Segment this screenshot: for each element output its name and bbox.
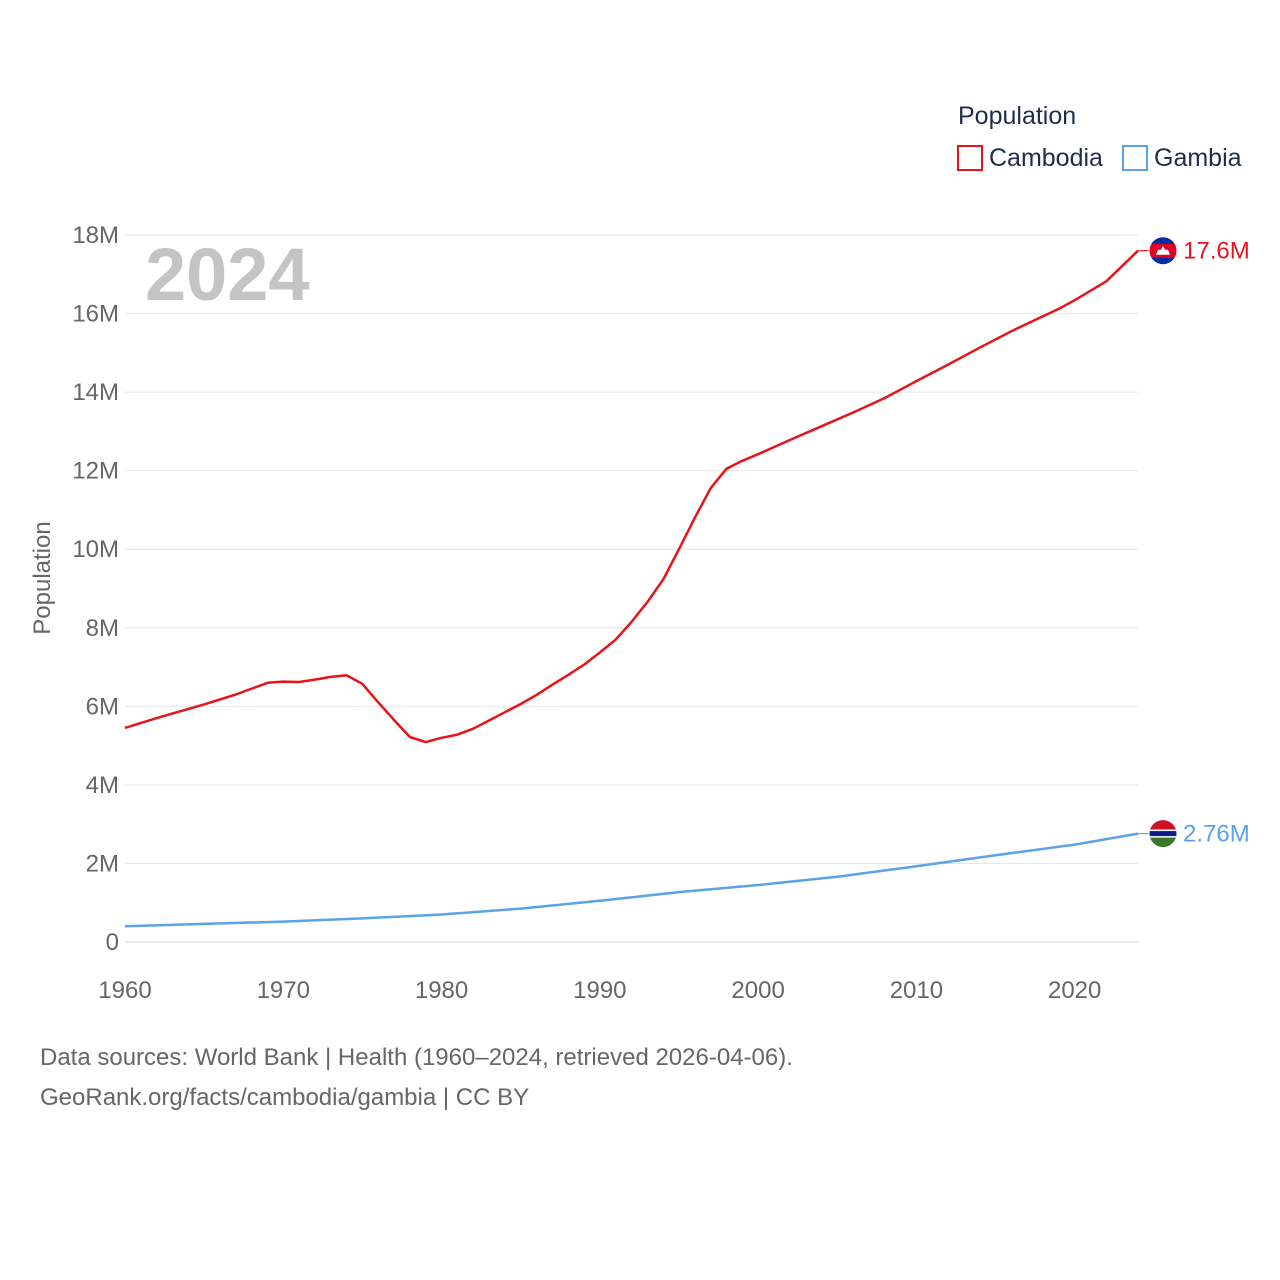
legend-item-gambia[interactable]: Gambia [1122,144,1242,172]
y-tick-label: 18M [72,222,119,249]
series-line-gambia [124,832,1139,928]
end-value-label-cambodia: 17.6M [1183,238,1250,265]
y-tick-label: 10M [72,536,119,563]
legend-swatch [957,145,983,171]
series-end-markers: 17.6M 2.76M [1138,236,1250,849]
x-axis-ticks: 1960 1970 1980 1990 2000 2010 2020 [98,977,1101,1004]
footer-sources: Data sources: World Bank | Health (1960–… [40,1044,793,1071]
y-tick-label: 16M [72,301,119,328]
x-tick-label: 2010 [890,977,943,1004]
x-tick-label: 1960 [98,977,151,1004]
y-tick-label: 4M [86,772,119,799]
flag-icon-gambia [1148,819,1178,849]
y-tick-label: 0 [106,929,119,956]
y-axis-ticks: 0 2M 4M 6M 8M 10M 12M 14M 16M 18M [72,222,119,956]
gridlines [125,234,1138,943]
footer-attribution: GeoRank.org/facts/cambodia/gambia | CC B… [40,1084,530,1111]
end-value-label-gambia: 2.76M [1183,821,1250,848]
legend-item-cambodia[interactable]: Cambodia [957,144,1103,172]
series-lines [124,249,1139,928]
legend-swatch [1122,145,1148,171]
y-tick-label: 8M [86,615,119,642]
legend: Population Cambodia Gambia [957,102,1242,172]
x-tick-label: 1970 [257,977,310,1004]
x-tick-label: 2000 [731,977,784,1004]
y-tick-label: 12M [72,458,119,485]
y-tick-label: 14M [72,379,119,406]
legend-label: Gambia [1154,144,1242,172]
x-tick-label: 2020 [1048,977,1101,1004]
x-tick-label: 1980 [415,977,468,1004]
year-watermark: 2024 [145,233,310,316]
y-tick-label: 6M [86,693,119,720]
y-axis-label: Population [29,521,56,634]
flag-icon-cambodia [1148,236,1178,266]
series-line-cambodia [124,249,1139,744]
legend-label: Cambodia [989,144,1103,172]
legend-title: Population [958,102,1076,130]
y-tick-label: 2M [86,850,119,877]
x-tick-label: 1990 [573,977,626,1004]
